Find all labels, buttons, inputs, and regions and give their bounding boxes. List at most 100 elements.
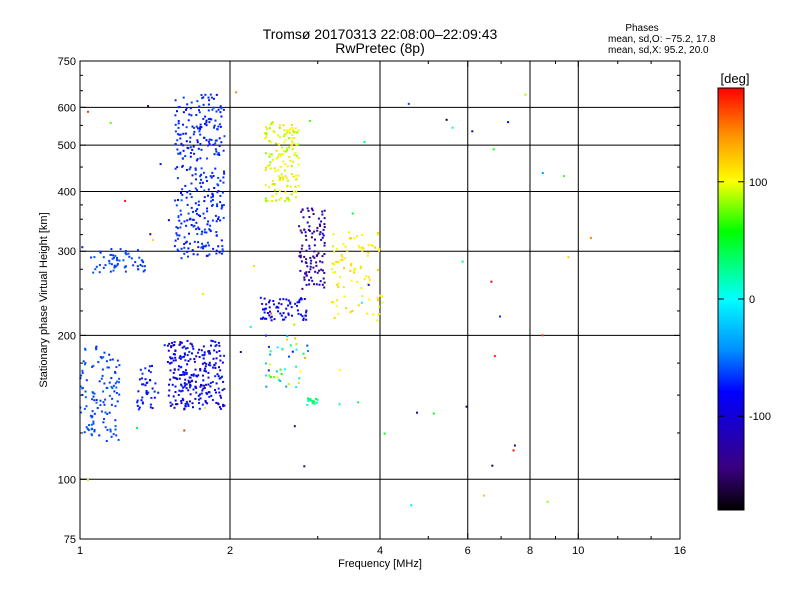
data-point: [180, 400, 183, 402]
data-point: [200, 392, 203, 395]
data-point: [222, 250, 225, 253]
data-point: [115, 392, 118, 394]
data-point: [201, 246, 204, 248]
data-point: [176, 148, 179, 151]
data-point: [141, 372, 144, 375]
data-point: [368, 298, 371, 301]
data-point: [323, 241, 326, 244]
data-point: [215, 391, 217, 394]
data-point: [181, 389, 184, 392]
data-point: [113, 266, 116, 269]
data-point: [199, 393, 201, 396]
data-point: [214, 367, 217, 369]
data-point: [221, 245, 224, 247]
data-point: [297, 381, 300, 384]
data-point: [149, 379, 151, 381]
data-point: [205, 244, 208, 247]
data-point: [309, 262, 312, 265]
data-point: [207, 109, 210, 112]
data-point: [336, 247, 338, 250]
data-point: [211, 219, 214, 222]
data-point: [190, 206, 193, 209]
data-point: [182, 355, 185, 358]
data-point: [358, 246, 361, 249]
data-point: [125, 253, 128, 256]
data-point: [303, 276, 306, 279]
data-point: [109, 121, 112, 124]
data-point: [290, 165, 293, 168]
chart-subtitle: RwPretec (8p): [335, 40, 424, 56]
data-point: [208, 253, 211, 256]
data-point: [144, 367, 147, 370]
data-point: [499, 315, 501, 318]
data-point: [278, 198, 281, 201]
data-point: [213, 363, 216, 366]
data-point: [117, 438, 120, 441]
data-point: [222, 403, 225, 406]
data-point: [524, 93, 527, 96]
data-point: [339, 276, 342, 279]
data-point: [287, 304, 290, 307]
data-point: [291, 148, 294, 151]
data-point: [294, 337, 297, 340]
data-point: [205, 121, 208, 124]
data-point: [279, 298, 282, 301]
data-point: [295, 178, 297, 181]
data-point: [199, 385, 202, 388]
data-point: [172, 395, 175, 398]
data-point: [316, 229, 319, 232]
data-point: [154, 382, 157, 385]
data-point: [99, 399, 102, 402]
data-point: [195, 209, 197, 212]
data-point: [304, 314, 307, 317]
x-tick-label: 1: [77, 545, 83, 557]
data-point: [206, 210, 209, 213]
data-point: [206, 157, 208, 160]
data-point: [91, 410, 94, 413]
data-point: [272, 158, 274, 161]
data-point: [210, 96, 213, 99]
data-point: [198, 398, 200, 401]
data-point: [211, 399, 214, 401]
data-point: [297, 163, 300, 166]
data-point: [280, 153, 283, 156]
data-point: [301, 208, 304, 211]
data-point: [144, 384, 147, 387]
data-point: [143, 269, 146, 272]
data-point: [207, 371, 210, 374]
data-point: [282, 124, 285, 127]
data-point: [490, 280, 493, 283]
data-point: [286, 185, 289, 188]
data-point: [178, 365, 180, 368]
data-point: [167, 349, 170, 352]
data-point: [220, 252, 223, 255]
data-point: [277, 156, 279, 159]
data-point: [192, 388, 195, 391]
data-point: [187, 360, 190, 362]
data-point: [174, 356, 177, 359]
data-point: [285, 176, 288, 179]
data-point: [306, 221, 309, 224]
data-point: [170, 346, 173, 349]
data-point: [183, 429, 186, 432]
data-point: [174, 239, 177, 242]
data-point: [122, 259, 125, 262]
data-point: [316, 398, 319, 401]
data-point: [180, 222, 183, 225]
data-point: [191, 174, 194, 177]
chart-title: Tromsø 20170313 22:08:00–22:09:43: [263, 26, 498, 42]
data-point: [203, 369, 206, 372]
data-point: [282, 160, 285, 163]
data-point: [179, 343, 182, 346]
data-point: [188, 190, 191, 192]
data-point: [213, 187, 216, 189]
data-point: [309, 398, 312, 400]
data-point: [218, 123, 221, 126]
data-point: [176, 227, 179, 230]
data-point: [285, 385, 288, 388]
data-point: [319, 280, 322, 283]
data-point: [181, 346, 184, 349]
data-point: [288, 131, 291, 134]
data-point: [182, 373, 185, 376]
data-point: [381, 295, 384, 298]
